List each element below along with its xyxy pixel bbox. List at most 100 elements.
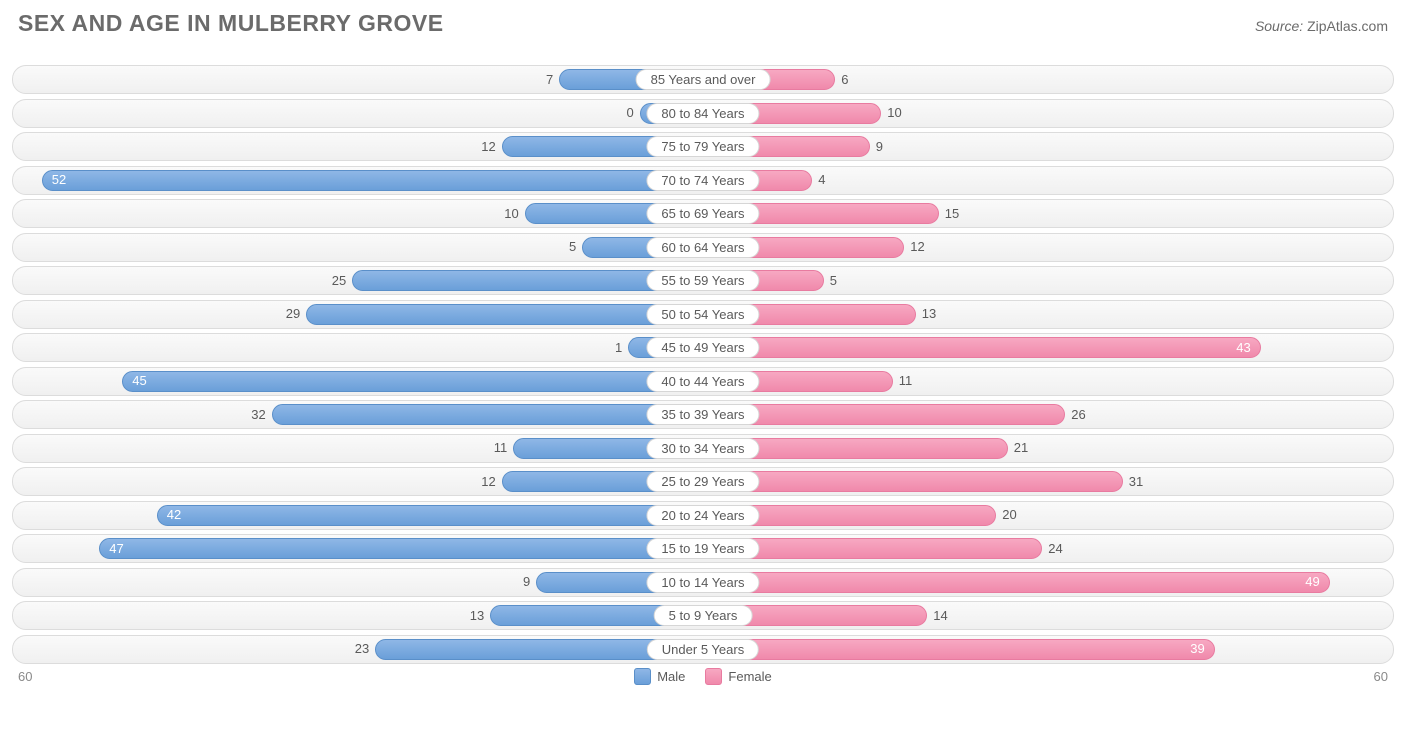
male-value: 0 [627,105,634,120]
pyramid-row: 451140 to 44 Years [12,367,1394,396]
male-half: 12 [13,468,703,495]
female-half: 39 [703,636,1393,663]
pyramid-row: 1 43 45 to 49 Years [12,333,1394,362]
category-label: 85 Years and over [636,69,771,90]
male-value: 23 [355,641,369,656]
male-bar [42,170,703,191]
pyramid-row: 0 10 80 to 84 Years [12,99,1394,128]
male-value: 25 [332,273,346,288]
male-value: 1 [615,340,622,355]
population-pyramid: 7685 Years and over01080 to 84 Years1297… [12,65,1394,664]
male-half: 45 [13,368,703,395]
pyramid-row: 5 1260 to 64 Years [12,233,1394,262]
category-label: 20 to 24 Years [646,505,759,526]
female-value: 43 [1236,340,1250,355]
male-half: 32 [13,401,703,428]
category-label: 10 to 14 Years [646,572,759,593]
category-label: 30 to 34 Years [646,438,759,459]
female-value: 14 [933,608,947,623]
legend-male: Male [634,668,685,685]
male-half: 10 [13,200,703,227]
male-value: 42 [167,507,181,522]
pyramid-row: 9 49 10 to 14 Years [12,568,1394,597]
female-value: 20 [1002,507,1016,522]
source-value: ZipAtlas.com [1307,18,1388,34]
female-half: 31 [703,468,1393,495]
male-half: 13 [13,602,703,629]
female-value: 4 [818,172,825,187]
category-label: 65 to 69 Years [646,203,759,224]
category-label: 75 to 79 Years [646,136,759,157]
female-half: 14 [703,602,1393,629]
female-value: 6 [841,72,848,87]
female-bar [703,572,1330,593]
male-value: 5 [569,239,576,254]
category-label: 50 to 54 Years [646,304,759,325]
pyramid-row: 101565 to 69 Years [12,199,1394,228]
male-bar [99,538,703,559]
category-label: 25 to 29 Years [646,471,759,492]
category-label: 40 to 44 Years [646,371,759,392]
female-bar [703,639,1215,660]
category-label: 55 to 59 Years [646,270,759,291]
legend-female-label: Female [728,669,771,684]
female-value: 26 [1071,407,1085,422]
chart-footer: 60 Male Female 60 [12,668,1394,685]
male-bar [122,371,703,392]
male-bar [272,404,703,425]
pyramid-row: 291350 to 54 Years [12,300,1394,329]
female-half: 12 [703,234,1393,261]
female-half: 49 [703,569,1393,596]
male-half: 12 [13,133,703,160]
category-label: 45 to 49 Years [646,337,759,358]
axis-left-max: 60 [18,669,32,684]
female-value: 39 [1190,641,1204,656]
male-swatch-icon [634,668,651,685]
female-half: 20 [703,502,1393,529]
legend-male-label: Male [657,669,685,684]
pyramid-row: 12 31 25 to 29 Years [12,467,1394,496]
male-half: 9 [13,569,703,596]
category-label: 5 to 9 Years [654,605,753,626]
female-value: 24 [1048,541,1062,556]
pyramid-row: 42 20 20 to 24 Years [12,501,1394,530]
female-half: 26 [703,401,1393,428]
female-value: 31 [1129,474,1143,489]
female-value: 49 [1305,574,1319,589]
female-half: 21 [703,435,1393,462]
pyramid-row: 23 39 Under 5 Years [12,635,1394,664]
category-label: 80 to 84 Years [646,103,759,124]
legend-female: Female [705,668,771,685]
female-half: 13 [703,301,1393,328]
female-value: 13 [922,306,936,321]
female-swatch-icon [705,668,722,685]
pyramid-row: 13 14 5 to 9 Years [12,601,1394,630]
category-label: 15 to 19 Years [646,538,759,559]
male-half: 0 [13,100,703,127]
chart-header: SEX AND AGE IN MULBERRY GROVE Source: Zi… [12,10,1394,37]
female-half: 9 [703,133,1393,160]
pyramid-row: 52470 to 74 Years [12,166,1394,195]
male-half: 5 [13,234,703,261]
male-value: 32 [251,407,265,422]
legend: Male Female [634,668,772,685]
category-label: Under 5 Years [647,639,759,660]
category-label: 60 to 64 Years [646,237,759,258]
male-half: 25 [13,267,703,294]
pyramid-row: 322635 to 39 Years [12,400,1394,429]
female-half: 11 [703,368,1393,395]
female-value: 5 [830,273,837,288]
pyramid-row: 472415 to 19 Years [12,534,1394,563]
female-value: 21 [1014,440,1028,455]
pyramid-row: 12975 to 79 Years [12,132,1394,161]
male-half: 7 [13,66,703,93]
female-half: 15 [703,200,1393,227]
female-half: 10 [703,100,1393,127]
pyramid-row: 25 5 55 to 59 Years [12,266,1394,295]
male-value: 11 [494,440,508,455]
female-half: 43 [703,334,1393,361]
female-bar [703,337,1261,358]
chart-source: Source: ZipAtlas.com [1255,18,1388,34]
female-bar [703,471,1123,492]
female-value: 10 [887,105,901,120]
